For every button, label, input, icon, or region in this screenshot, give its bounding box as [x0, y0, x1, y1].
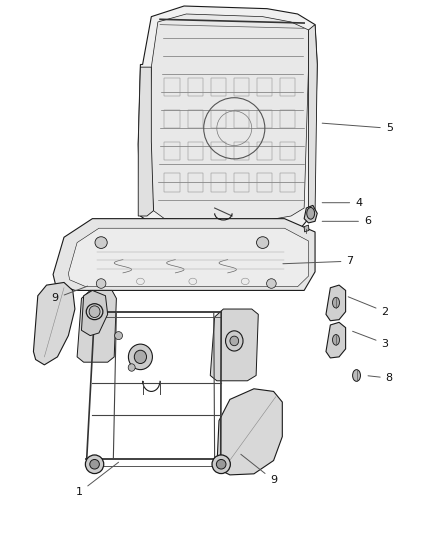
- Ellipse shape: [353, 369, 360, 381]
- Ellipse shape: [226, 331, 243, 351]
- Ellipse shape: [89, 306, 100, 318]
- Text: 6: 6: [322, 216, 371, 227]
- Polygon shape: [210, 309, 258, 381]
- Text: 2: 2: [348, 297, 389, 317]
- Polygon shape: [149, 14, 308, 221]
- Ellipse shape: [128, 364, 135, 371]
- Text: 4: 4: [322, 198, 362, 208]
- Polygon shape: [308, 25, 317, 213]
- Polygon shape: [304, 225, 309, 232]
- Polygon shape: [326, 285, 346, 321]
- Ellipse shape: [85, 455, 104, 473]
- Polygon shape: [77, 290, 117, 362]
- Polygon shape: [326, 322, 346, 358]
- Ellipse shape: [257, 237, 269, 248]
- Polygon shape: [33, 282, 75, 365]
- Text: 5: 5: [322, 123, 393, 133]
- Polygon shape: [81, 290, 108, 336]
- Polygon shape: [138, 67, 153, 216]
- Ellipse shape: [96, 279, 106, 288]
- Polygon shape: [304, 205, 317, 223]
- Polygon shape: [68, 228, 308, 287]
- Text: 8: 8: [368, 373, 393, 383]
- Ellipse shape: [332, 297, 339, 308]
- Ellipse shape: [307, 207, 314, 219]
- Ellipse shape: [90, 459, 99, 469]
- Ellipse shape: [134, 350, 147, 364]
- Ellipse shape: [86, 304, 103, 320]
- Ellipse shape: [332, 335, 339, 345]
- Ellipse shape: [95, 237, 107, 248]
- Text: 9: 9: [52, 286, 88, 303]
- Ellipse shape: [230, 336, 239, 346]
- Ellipse shape: [128, 344, 152, 369]
- Polygon shape: [138, 6, 317, 235]
- Ellipse shape: [267, 279, 276, 288]
- Polygon shape: [217, 389, 283, 475]
- Text: 9: 9: [241, 454, 277, 485]
- Ellipse shape: [216, 459, 226, 469]
- Text: 1: 1: [76, 462, 119, 497]
- Polygon shape: [53, 219, 315, 290]
- Ellipse shape: [115, 332, 123, 340]
- Text: 3: 3: [353, 332, 389, 349]
- Ellipse shape: [212, 455, 230, 473]
- Text: 7: 7: [283, 256, 353, 266]
